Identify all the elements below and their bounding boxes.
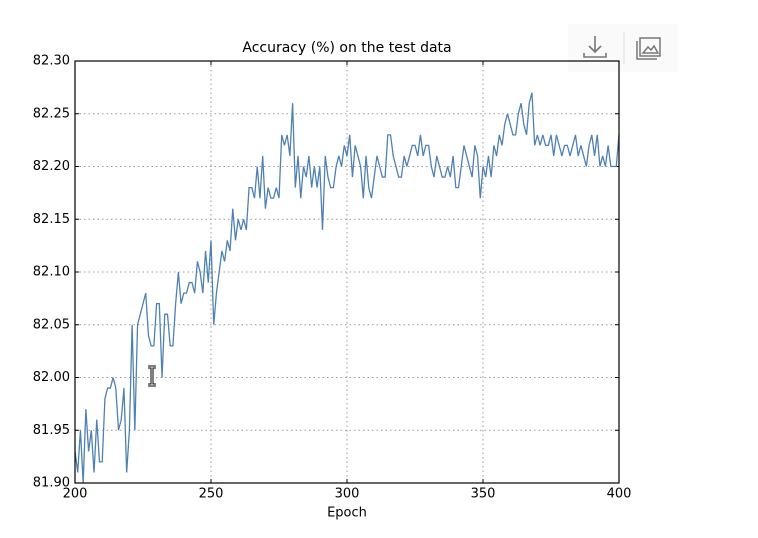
x-tick-label: 300 [335,487,360,502]
y-tick-label: 82.25 [33,106,70,121]
cursor [148,366,156,386]
y-tick-label: 82.05 [33,317,70,332]
download-icon[interactable] [583,36,607,58]
x-tick-label: 250 [199,487,224,502]
y-tick-label: 82.15 [33,212,70,227]
y-tick-label: 82.30 [33,54,70,69]
y-tick-label: 81.95 [33,423,70,438]
y-tick-label: 81.90 [33,476,70,491]
data-line [74,92,620,484]
chart-title: Accuracy (%) on the test data [242,40,451,56]
y-tick-label: 82.00 [33,370,70,385]
plot-frame [74,60,620,484]
x-tick-label: 350 [471,487,496,502]
x-tick-label: 400 [607,487,632,502]
y-tick-label: 82.20 [33,159,70,174]
x-tick-label: 200 [63,487,88,502]
y-tick-label: 82.10 [33,265,70,280]
x-axis-label: Epoch [327,506,367,521]
toolbar [568,24,678,72]
image-icon[interactable] [636,37,661,60]
